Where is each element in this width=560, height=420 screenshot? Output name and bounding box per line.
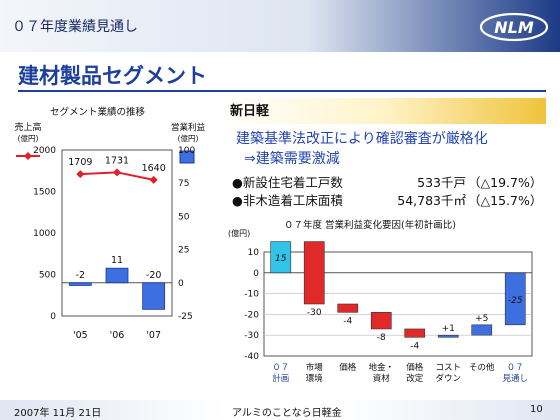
segment-performance-chart: 売上高(億円)営業利益(億円)0500100015002000-25025507… <box>14 121 206 341</box>
waterfall-value-label: -25 <box>508 296 523 306</box>
waterfall-tick-label: 0 <box>253 269 259 279</box>
right-axis-label: 営業利益 <box>171 122 206 133</box>
waterfall-value-label: -8 <box>377 333 386 343</box>
waterfall-category-label: 見通し <box>502 373 528 384</box>
left-tick-label: 1500 <box>33 188 56 198</box>
waterfall-bar <box>370 312 392 330</box>
slide-title: 建材製品セグメント <box>18 64 207 88</box>
category-label: '07 <box>146 330 161 341</box>
profit-change-waterfall-chart: ０７年度 営業利益変化要因(年初計画比) (億円) 10 0 -10 -20 -30 -40 1… <box>228 219 533 384</box>
stat-row-floor-area: ●非木造着工床面積 <box>232 190 343 209</box>
profit-bar <box>105 267 129 284</box>
category-label: '06 <box>110 330 125 341</box>
footer-bar <box>0 400 560 420</box>
stat-label: 非木造着工床面積 <box>242 193 343 208</box>
right-tick-label: 50 <box>178 212 190 222</box>
waterfall-category-label: 環境 <box>306 373 324 384</box>
waterfall-category-label: ０７ <box>272 363 289 373</box>
headline-text: 建築基準法改正により確認審査が厳格化 <box>236 131 488 147</box>
sales-point <box>113 168 121 177</box>
left-tick-label: 500 <box>39 271 56 281</box>
waterfall-bar <box>404 328 426 338</box>
waterfall-value-label: 15 <box>275 254 287 264</box>
waterfall-category-label: その他 <box>469 362 495 373</box>
subline-text: ⇒建築需要激減 <box>244 151 340 167</box>
waterfall-tick-label: -30 <box>244 331 259 341</box>
page-number: 10 <box>530 404 543 415</box>
logo-text: NLM <box>494 18 534 37</box>
right-tick-label: -25 <box>178 312 193 322</box>
waterfall-bar <box>270 241 292 274</box>
sales-point-label: 1731 <box>105 155 129 166</box>
waterfall-category-label: 改定 <box>406 373 424 384</box>
company-header-band <box>222 98 546 124</box>
waterfall-bar <box>504 272 526 326</box>
waterfall-category-label: 価格 <box>406 362 424 373</box>
top-bar <box>0 0 560 52</box>
waterfall-tick-label: -40 <box>244 352 259 362</box>
waterfall-tick-label: 10 <box>248 248 260 258</box>
waterfall-unit: (億円) <box>228 228 250 238</box>
right-tick-label: 100 <box>178 146 195 156</box>
stat-change: （△15.7%） <box>468 193 543 208</box>
left-axis-label: 売上高 <box>14 121 41 133</box>
profit-bar <box>142 282 166 310</box>
waterfall-category-label: 資材 <box>373 373 391 384</box>
waterfall-bar <box>471 324 493 336</box>
right-axis-label: (億円) <box>178 133 199 143</box>
waterfall-category-label: 地金・ <box>368 362 394 373</box>
waterfall-category-label: 価格 <box>339 362 357 373</box>
left-tick-label: 2000 <box>33 146 56 156</box>
right-tick-label: 75 <box>178 179 189 189</box>
left-axis-label: (億円) <box>18 133 39 143</box>
waterfall-title: ０７年度 営業利益変化要因(年初計画比) <box>284 219 456 231</box>
waterfall-category-label: コスト <box>435 363 461 373</box>
profit-bar-label: -2 <box>76 270 85 281</box>
top-title: ０７年度業績見通し <box>12 19 138 35</box>
legend-marker-sales <box>24 152 32 160</box>
sales-point-label: 1640 <box>142 163 166 174</box>
waterfall-category-label: 市場 <box>306 362 324 373</box>
profit-bar <box>68 282 92 286</box>
company-header: 新日軽 <box>230 104 270 119</box>
waterfall-tick-label: -10 <box>244 290 259 300</box>
stat-bullet: ● <box>232 193 243 208</box>
title-rule <box>18 90 546 92</box>
legend-swatch-profit <box>179 150 195 164</box>
waterfall-value-label: -30 <box>307 308 322 318</box>
stat-bullet: ● <box>232 175 243 190</box>
waterfall-category-label: ダウン <box>435 373 461 384</box>
left-tick-label: 0 <box>50 312 56 322</box>
waterfall-value-label: +5 <box>475 314 488 324</box>
left-tick-label: 1000 <box>33 229 56 239</box>
footer-date: 2007年 11月 21日 <box>14 408 102 419</box>
stat-row-housing: ●新設住宅着工戸数 <box>232 172 343 191</box>
waterfall-category-label: 計画 <box>272 373 289 384</box>
stat-label: 新設住宅着工戸数 <box>242 175 343 190</box>
stat-value: 533千戸 <box>417 175 466 190</box>
waterfall-value-label: +1 <box>442 324 455 334</box>
sales-point-label: 1709 <box>68 157 92 168</box>
waterfall-bar <box>303 241 325 305</box>
right-tick-label: 25 <box>178 246 189 256</box>
footer-slogan: アルミのことなら日軽金 <box>232 408 342 419</box>
sales-point <box>76 170 85 179</box>
waterfall-tick-label: -20 <box>244 310 259 320</box>
waterfall-bar <box>437 334 459 338</box>
profit-bar-label: -20 <box>146 270 162 281</box>
company-logo: NLM <box>479 12 549 42</box>
right-tick-label: 0 <box>178 279 184 289</box>
category-label: '05 <box>73 330 88 341</box>
waterfall-bar <box>337 303 359 313</box>
stat-change: （△19.7%） <box>468 175 543 190</box>
sales-point <box>149 175 158 184</box>
profit-bar-label: 11 <box>111 255 123 266</box>
waterfall-category-label: ０７ <box>507 363 524 373</box>
waterfall-value-label: -4 <box>410 341 419 351</box>
waterfall-value-label: -4 <box>343 316 352 326</box>
stat-value: 54,783千㎡ <box>397 193 466 208</box>
segment-chart-title: セグメント業績の推移 <box>50 107 146 118</box>
